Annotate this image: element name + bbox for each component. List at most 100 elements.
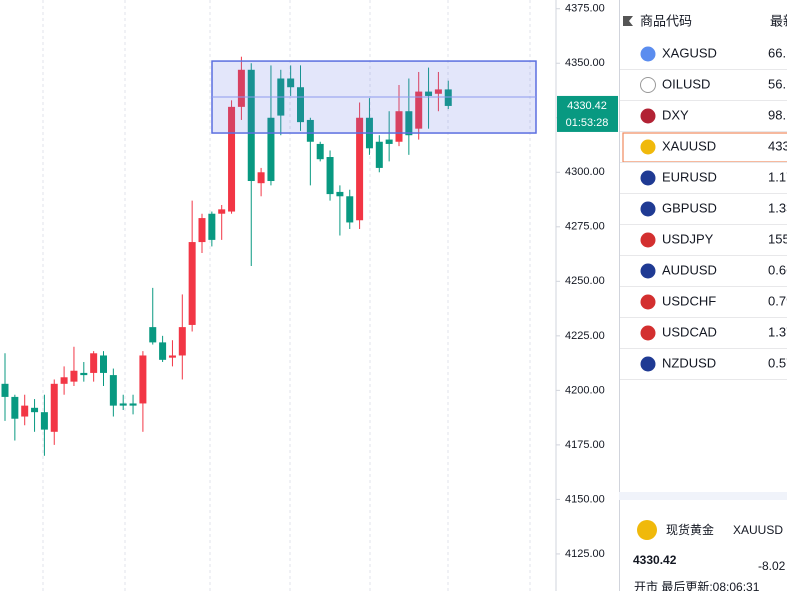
candle-body [119,403,127,406]
y-tick-label: 4175.00 [565,439,605,451]
candle-body [1,383,9,397]
header-symbol: 商品代码 [640,13,692,28]
last-price: 155. [768,231,787,246]
candle-body [40,412,48,430]
y-tick-label: 4200.00 [565,384,605,396]
candle-body [188,242,196,325]
candle-body [434,89,442,94]
symbol-icon [640,170,656,186]
quote-symbol: XAUUSD [733,523,783,537]
candle-body [247,69,255,182]
candle-body [168,355,176,358]
candle-body [405,111,413,136]
candle-body [425,91,433,96]
candle-body [100,355,107,373]
candle-body [306,119,314,142]
symbol[interactable]: GBPUSD [662,200,717,215]
candle-body [11,396,19,419]
candle-body [297,87,304,123]
symbol-icon [640,263,656,279]
symbol-icon [640,232,656,248]
candle-body [218,209,226,214]
candle-body [287,78,295,88]
candle-body [267,117,275,182]
last-price: 1.37 [768,324,787,339]
candle-body [50,383,58,432]
countdown-label: 01:53:28 [566,117,609,129]
symbol-icon [640,108,656,124]
vertical-grid [42,0,531,591]
symbol-icon [640,356,656,372]
symbol[interactable]: DXY [662,107,689,122]
last-price: 0.66 [768,262,787,277]
symbol-icon [640,46,656,62]
gold-icon [637,520,657,540]
symbol-icon [640,294,656,310]
last-price: 4330 [768,138,787,153]
y-tick-label: 4275.00 [565,221,605,233]
last-price: 1.33 [768,200,787,215]
y-tick-label: 4125.00 [565,548,605,560]
symbol-icon [640,325,656,341]
candle-body [208,213,216,240]
watchlist-icon [623,16,633,26]
last-price: 1.17 [768,169,787,184]
y-tick-label: 4150.00 [565,493,605,505]
last-price: 0.57 [768,355,787,370]
symbol[interactable]: OILUSD [662,76,710,91]
candle-body [80,372,88,376]
symbol-icon [640,139,656,155]
candle-body [257,172,265,184]
symbol[interactable]: NZDUSD [662,355,716,370]
candle-body [237,69,245,107]
candle-body [178,327,186,356]
candle-body [70,370,78,382]
last-price: 98. [768,107,786,122]
y-tick-label: 4375.00 [565,3,605,15]
y-tick-label: 4350.00 [565,57,605,69]
candle-body [356,117,364,221]
price-tag-label: 4330.42 [567,100,607,112]
last-price: 0.79 [768,293,787,308]
candle-body [228,106,236,212]
candle-body [21,405,29,417]
candle-body [395,111,403,142]
candle-body [346,196,354,223]
candle-body [129,403,137,406]
last-price: 56. [768,76,786,91]
symbol[interactable]: USDCHF [662,293,716,308]
candle-body [159,342,167,360]
candle-body [415,91,423,129]
candle-body [385,139,393,144]
candle-body [109,375,117,406]
last-price: 66. [768,45,786,60]
symbol[interactable]: EURUSD [662,169,717,184]
candle-body [336,191,344,197]
candle-body [90,353,98,373]
price-tag [557,95,618,132]
y-tick-label: 4300.00 [565,166,605,178]
y-tick-label: 4250.00 [565,275,605,287]
quote-change: -8.02 [758,559,786,573]
candle-body [326,157,334,195]
symbol[interactable]: USDCAD [662,324,717,339]
symbol[interactable]: USDJPY [662,231,714,246]
symbol[interactable]: AUDUSD [662,262,717,277]
symbol-icon [640,77,656,93]
candle-body [375,141,383,168]
candle-body [444,89,452,106]
symbol[interactable]: XAUUSD [662,138,716,153]
symbol[interactable]: XAGUSD [662,45,717,60]
candle-body [149,327,157,343]
candle-body [60,377,68,384]
header-last: 最新 [770,13,787,28]
quote-name: 现货黄金 [666,522,714,537]
symbol-icon [640,201,656,217]
quote-status: 开市 最后更新:08:06:31 [634,579,760,591]
plot [1,56,537,456]
y-tick-label: 4225.00 [565,330,605,342]
candle-body [316,143,324,160]
panel-divider [619,492,787,500]
quote-price: 4330.42 [633,553,677,567]
